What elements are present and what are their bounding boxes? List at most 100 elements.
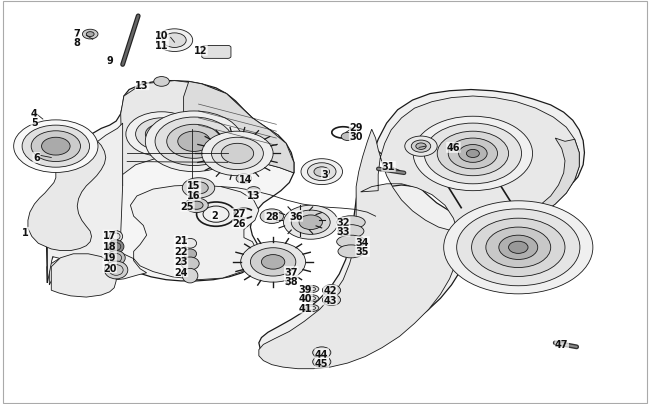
Circle shape — [448, 139, 497, 169]
Text: 43: 43 — [324, 295, 337, 305]
Text: 6: 6 — [33, 153, 40, 163]
Text: 24: 24 — [174, 267, 188, 277]
FancyBboxPatch shape — [202, 46, 231, 59]
Circle shape — [299, 215, 322, 230]
Circle shape — [202, 132, 273, 176]
Text: 22: 22 — [174, 246, 188, 256]
Text: 25: 25 — [181, 202, 194, 211]
Text: 30: 30 — [350, 132, 363, 142]
Circle shape — [190, 202, 203, 210]
Text: 23: 23 — [174, 256, 188, 266]
Text: 7: 7 — [74, 29, 81, 39]
Circle shape — [322, 285, 341, 296]
Circle shape — [83, 30, 98, 40]
Text: 26: 26 — [233, 219, 246, 228]
Text: 10: 10 — [155, 31, 168, 41]
Text: 8: 8 — [74, 38, 81, 48]
Text: 28: 28 — [265, 212, 279, 222]
Text: 31: 31 — [382, 162, 395, 172]
Circle shape — [457, 209, 580, 286]
Text: 15: 15 — [187, 181, 201, 190]
Text: 19: 19 — [103, 252, 116, 262]
Circle shape — [240, 242, 306, 282]
Text: 38: 38 — [285, 276, 298, 286]
Text: 9: 9 — [107, 56, 113, 66]
Circle shape — [221, 144, 254, 164]
Circle shape — [146, 125, 177, 145]
Text: 42: 42 — [324, 286, 337, 296]
Text: 27: 27 — [233, 209, 246, 219]
Ellipse shape — [182, 269, 198, 283]
Circle shape — [314, 167, 330, 177]
Circle shape — [307, 163, 336, 181]
Ellipse shape — [338, 225, 364, 238]
Text: 2: 2 — [211, 211, 218, 220]
Polygon shape — [526, 139, 579, 222]
Ellipse shape — [110, 231, 123, 243]
Text: 40: 40 — [299, 294, 312, 304]
Circle shape — [411, 141, 431, 153]
Text: 44: 44 — [315, 349, 328, 359]
Circle shape — [155, 118, 233, 166]
Circle shape — [22, 126, 90, 168]
Text: 39: 39 — [299, 284, 312, 294]
Circle shape — [472, 219, 565, 277]
Polygon shape — [49, 185, 259, 285]
Text: 41: 41 — [299, 303, 312, 313]
Polygon shape — [259, 97, 579, 369]
Text: 1: 1 — [22, 228, 29, 238]
Polygon shape — [46, 81, 294, 283]
Text: 20: 20 — [103, 263, 116, 273]
Text: 11: 11 — [155, 41, 168, 51]
Text: 29: 29 — [350, 123, 363, 133]
Text: 46: 46 — [447, 143, 460, 153]
Circle shape — [444, 201, 593, 294]
Circle shape — [313, 347, 331, 358]
Ellipse shape — [109, 241, 124, 254]
Text: 21: 21 — [174, 236, 188, 246]
Ellipse shape — [107, 251, 125, 265]
Circle shape — [86, 32, 94, 37]
Text: 13: 13 — [135, 81, 149, 90]
Polygon shape — [183, 82, 294, 173]
Ellipse shape — [303, 286, 319, 293]
Ellipse shape — [303, 305, 319, 312]
Polygon shape — [51, 254, 116, 297]
Polygon shape — [28, 122, 106, 251]
Text: 18: 18 — [103, 241, 116, 251]
Circle shape — [322, 294, 341, 306]
Circle shape — [486, 228, 551, 268]
Text: 32: 32 — [337, 218, 350, 228]
Ellipse shape — [337, 236, 365, 249]
Circle shape — [437, 132, 508, 176]
Circle shape — [260, 209, 283, 224]
Text: 16: 16 — [187, 190, 201, 200]
Ellipse shape — [183, 249, 196, 259]
Circle shape — [14, 121, 98, 173]
Circle shape — [283, 206, 338, 240]
Circle shape — [416, 143, 426, 150]
Ellipse shape — [303, 295, 319, 302]
Text: 17: 17 — [103, 230, 116, 241]
Text: 3: 3 — [322, 169, 328, 179]
Text: 35: 35 — [356, 247, 369, 257]
Text: 45: 45 — [315, 358, 328, 368]
Circle shape — [301, 159, 343, 185]
Polygon shape — [259, 90, 584, 362]
Circle shape — [467, 150, 479, 158]
Circle shape — [182, 178, 215, 198]
Circle shape — [136, 119, 187, 151]
Polygon shape — [121, 81, 294, 186]
Ellipse shape — [181, 258, 199, 270]
Text: 12: 12 — [194, 46, 207, 56]
Circle shape — [154, 77, 170, 87]
Circle shape — [126, 113, 197, 157]
Circle shape — [247, 187, 260, 195]
Ellipse shape — [337, 216, 365, 229]
Circle shape — [146, 112, 242, 172]
Polygon shape — [47, 124, 123, 283]
Circle shape — [313, 356, 331, 368]
Text: 33: 33 — [337, 226, 350, 237]
Circle shape — [42, 138, 70, 156]
Circle shape — [499, 236, 538, 260]
